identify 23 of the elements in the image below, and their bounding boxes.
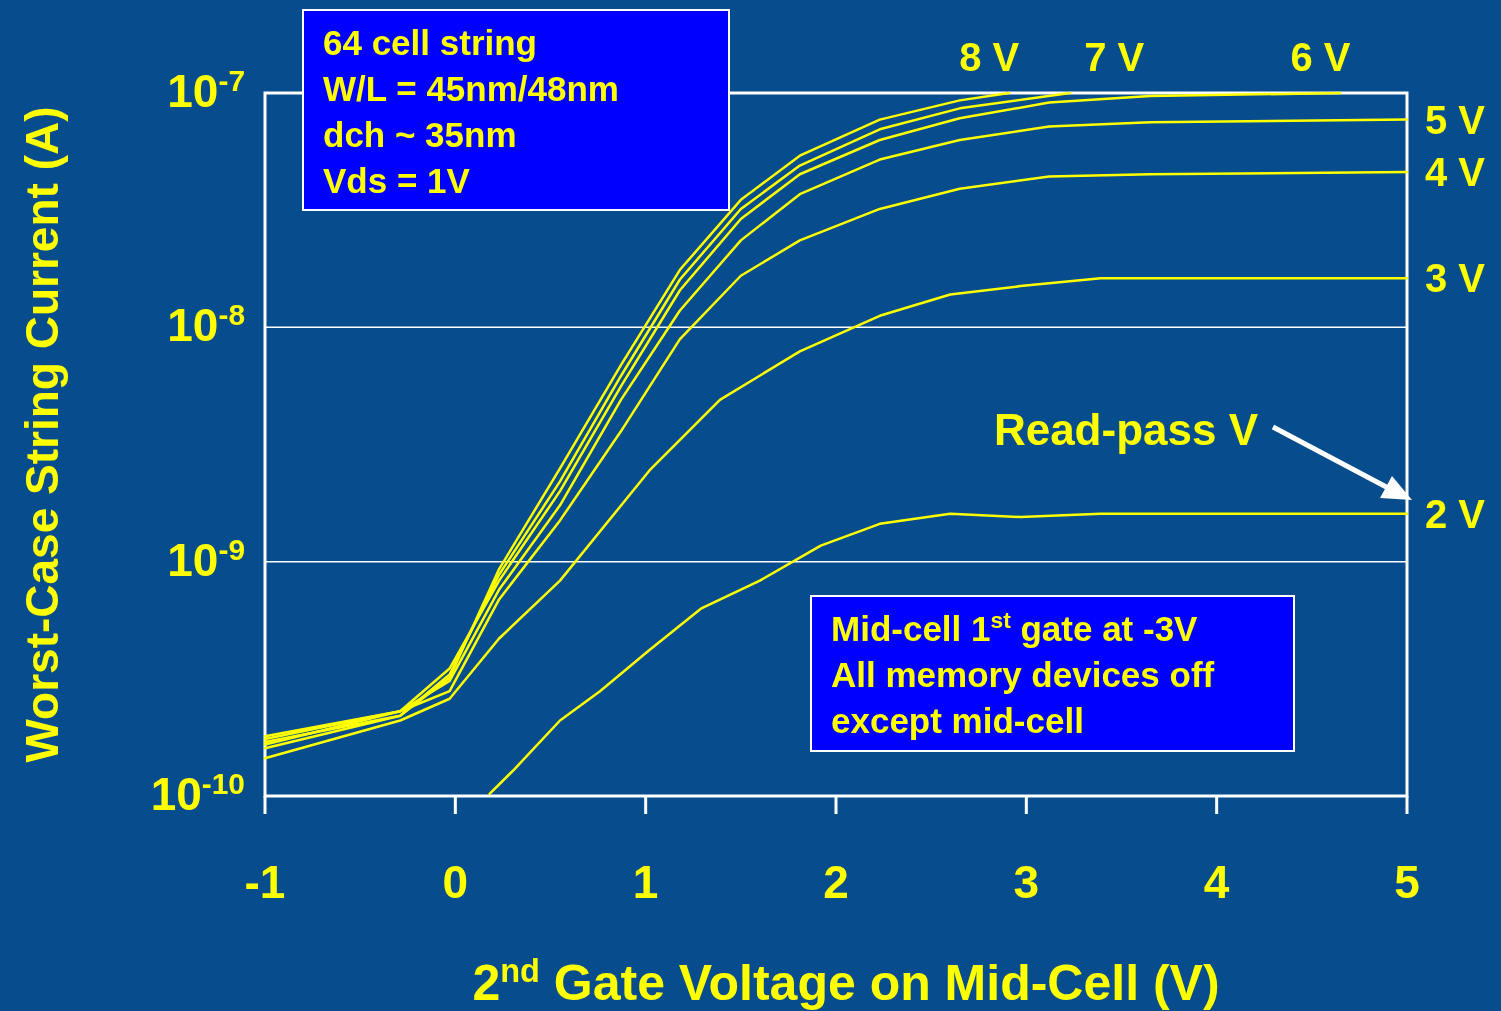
x-axis-title: 2$^{nd}$ Gate Voltage on Mid-Cell (V) [472, 953, 1220, 1011]
x-tick-label: 4 [1203, 856, 1230, 908]
y-tick-label: 10$^{-9}$ [167, 532, 245, 586]
x-tick-label: 1 [632, 856, 659, 908]
annotation: Read-pass V [993, 405, 1259, 454]
x-tick-label: 5 [1394, 856, 1420, 908]
series-label: 4 V [1425, 150, 1486, 195]
y-tick-label: 10$^{-7}$ [167, 63, 245, 117]
x-tick-label: 0 [442, 856, 469, 908]
series-label: 7 V [1084, 35, 1145, 79]
series-label: 2 V [1425, 491, 1486, 536]
series-label: 3 V [1425, 256, 1486, 301]
y-axis-title: Worst-Case String Current (A) [16, 106, 68, 763]
annotation: Mid-cell 1$^{st}$ gate at -3V All memory devices off except mid-cell [831, 607, 1215, 740]
series-label: 5 V [1425, 97, 1486, 142]
x-tick-label: 3 [1013, 856, 1040, 908]
x-tick-label: 2 [823, 856, 849, 908]
annotation: 64 cell string W/L = 45nm/48nm dch ~ 35nm Vds = 1V [323, 23, 619, 200]
y-tick-label: 10$^{-8}$ [167, 297, 245, 352]
x-tick-label: -1 [244, 856, 286, 908]
series-label: 8 V [959, 35, 1020, 79]
y-tick-label: 10$^{-10}$ [150, 766, 245, 820]
series-label: 6 V [1290, 35, 1351, 79]
